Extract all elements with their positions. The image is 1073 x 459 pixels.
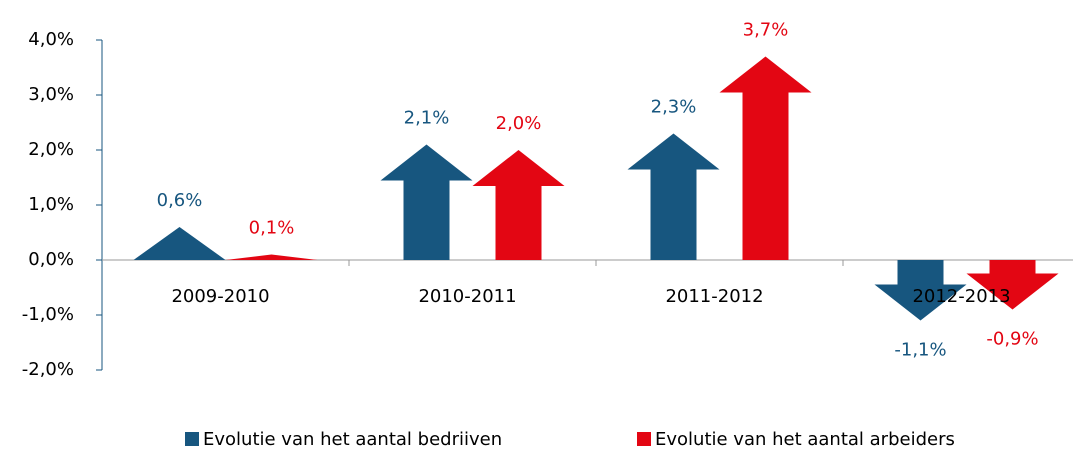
arrow-bar — [380, 144, 473, 260]
value-label: 2,0% — [496, 113, 542, 134]
arrow-bar — [225, 254, 318, 260]
y-tick-label: 2,0% — [28, 139, 74, 160]
x-tick-label: 2012-2013 — [912, 286, 1010, 307]
value-label: 0,1% — [249, 218, 295, 239]
arrow-bar — [874, 260, 967, 321]
y-tick-label: 3,0% — [28, 84, 74, 105]
value-label: 0,6% — [157, 190, 203, 211]
arrow-bar — [133, 227, 226, 260]
legend-swatch — [637, 432, 651, 446]
legend-label: Evolutie van het aantal bedriiven — [203, 429, 502, 450]
value-label: -0,9% — [986, 329, 1038, 350]
value-label: 2,3% — [651, 97, 697, 118]
x-tick-label: 2009-2010 — [171, 286, 269, 307]
y-tick-label: -1,0% — [22, 304, 74, 325]
y-tick-label: 4,0% — [28, 29, 74, 50]
x-tick-label: 2010-2011 — [418, 286, 516, 307]
x-tick-label: 2011-2012 — [665, 286, 763, 307]
arrow-bar — [719, 56, 812, 260]
y-tick-label: 0,0% — [28, 249, 74, 270]
y-tick-label: 1,0% — [28, 194, 74, 215]
legend-swatch — [185, 432, 199, 446]
arrow-bar — [627, 133, 720, 260]
value-label: -1,1% — [894, 340, 946, 361]
value-label: 2,1% — [404, 108, 450, 129]
y-tick-label: -2,0% — [22, 359, 74, 380]
legend-label: Evolutie van het aantal arbeiders — [655, 429, 955, 450]
arrow-bar — [472, 150, 565, 260]
arrow-bar — [966, 260, 1059, 310]
value-label: 3,7% — [743, 20, 789, 41]
